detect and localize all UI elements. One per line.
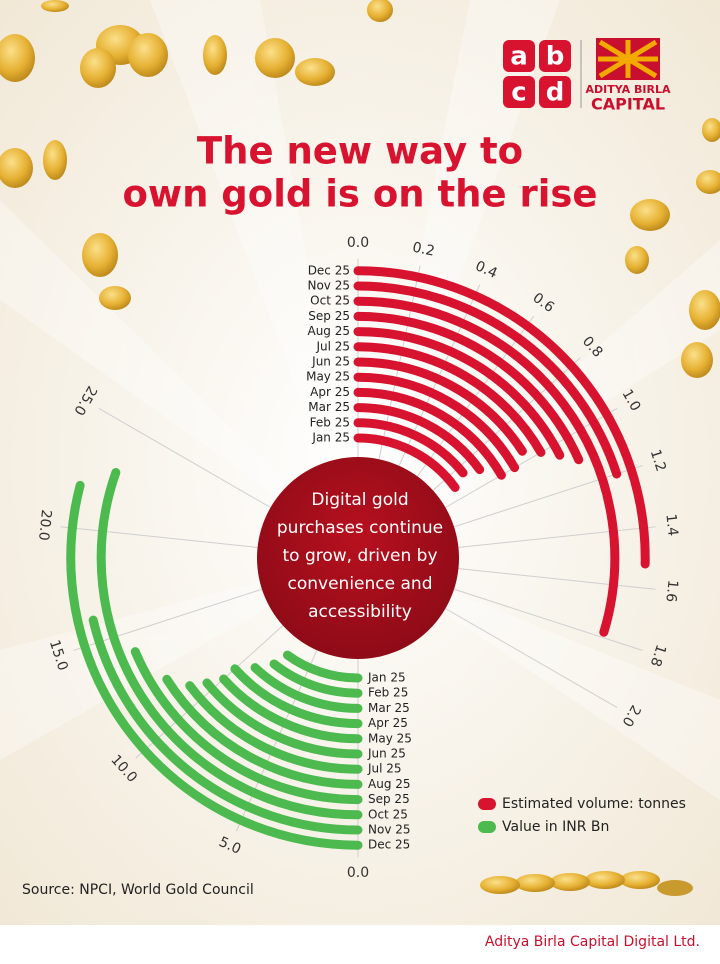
radial-bar: [353, 327, 565, 460]
radial-bar: [130, 647, 363, 805]
radial-bar: [185, 681, 363, 774]
grid-line: [444, 407, 618, 509]
category-label: Oct 25: [368, 807, 408, 821]
radial-bar: [88, 615, 363, 835]
category-label: Jul 25: [315, 339, 350, 353]
radial-bar: [353, 433, 460, 492]
radial-bar: [353, 387, 506, 480]
radial-bar: [66, 480, 363, 850]
category-label: Dec 25: [368, 838, 410, 852]
radial-bar: [269, 659, 363, 698]
chart-title: own gold is on the rise: [122, 173, 597, 216]
chart-title: The new way to: [197, 130, 523, 173]
logo-letter: b: [546, 42, 565, 72]
radial-bar: [282, 650, 363, 683]
annotation: purchases continue: [277, 518, 443, 538]
grid-line: [457, 526, 656, 549]
grid-line: [444, 607, 618, 709]
footer: Aditya Birla Capital Digital Ltd.: [485, 934, 700, 950]
radial-bar: [353, 342, 546, 457]
tick-label: 1.2: [647, 448, 669, 474]
legend-label: Estimated volume: tonnes: [502, 796, 686, 812]
grid-line: [73, 588, 264, 651]
radial-bar: [162, 674, 363, 789]
category-label: Nov 25: [368, 823, 411, 837]
category-label: May 25: [368, 731, 412, 745]
annotation: Digital gold: [311, 490, 408, 510]
footer-bar: [0, 925, 720, 960]
annotation: accessibility: [308, 602, 412, 622]
logo-letter: a: [510, 42, 528, 72]
category-label: Jan 25: [311, 431, 350, 445]
coins: [0, 0, 720, 896]
grid-line: [98, 407, 272, 509]
radial-bar: [202, 678, 363, 759]
radial-bar: [353, 403, 485, 475]
category-label: Jun 25: [367, 747, 406, 761]
category-label: Sep 25: [308, 309, 350, 323]
logo: [503, 38, 660, 108]
annotation: to grow, driven by: [282, 546, 437, 566]
logo-letter: c: [511, 78, 526, 108]
radial-bar: [353, 281, 622, 479]
tick-label: 0.2: [411, 240, 436, 260]
tick-label: 1.6: [662, 579, 680, 603]
category-label: Mar 25: [308, 400, 350, 414]
category-label: Sep 25: [368, 792, 410, 806]
legend-label: Value in INR Bn: [502, 819, 609, 835]
logo-brand: ADITYA BIRLA: [586, 83, 671, 96]
radial-bar: [353, 372, 520, 473]
tick-label: 0.0: [347, 235, 369, 251]
logo-letter: d: [546, 78, 565, 108]
radial-bar: [250, 663, 363, 713]
tick-label: 20.0: [35, 509, 54, 542]
radial-bar: [353, 311, 584, 465]
category-label: Apr 25: [368, 716, 408, 730]
radial-bar: [219, 674, 363, 744]
category-label: Apr 25: [310, 385, 350, 399]
grid-line: [452, 465, 643, 528]
radial-bar: [353, 357, 527, 456]
tick-label: 1.4: [662, 513, 680, 537]
category-label: Dec 25: [308, 263, 350, 277]
radial-bar: [230, 664, 363, 729]
category-label: Jun 25: [311, 355, 350, 369]
tick-label: 1.8: [647, 642, 669, 668]
category-label: Feb 25: [368, 686, 408, 700]
category-label: Jul 25: [367, 762, 402, 776]
category-label: Feb 25: [310, 415, 350, 429]
category-label: May 25: [306, 370, 350, 384]
radial-bar: [353, 418, 468, 478]
source: Source: NPCI, World Gold Council: [22, 882, 254, 898]
logo-brand: CAPITAL: [591, 95, 665, 114]
category-label: Jan 25: [367, 671, 406, 685]
grid-line: [60, 526, 259, 549]
radial-bar: [353, 266, 650, 569]
category-label: Mar 25: [368, 701, 410, 715]
radial-bar: [353, 296, 620, 637]
category-label: Aug 25: [368, 777, 411, 791]
category-label: Aug 25: [307, 324, 350, 338]
grid-line: [452, 588, 643, 651]
tick-label: 0.0: [347, 865, 369, 881]
category-label: Nov 25: [307, 279, 350, 293]
category-label: Oct 25: [310, 294, 350, 308]
center-disc: [257, 457, 459, 659]
annotation: convenience and: [288, 574, 433, 594]
radial-bar: [96, 468, 363, 820]
grid-line: [457, 567, 656, 590]
